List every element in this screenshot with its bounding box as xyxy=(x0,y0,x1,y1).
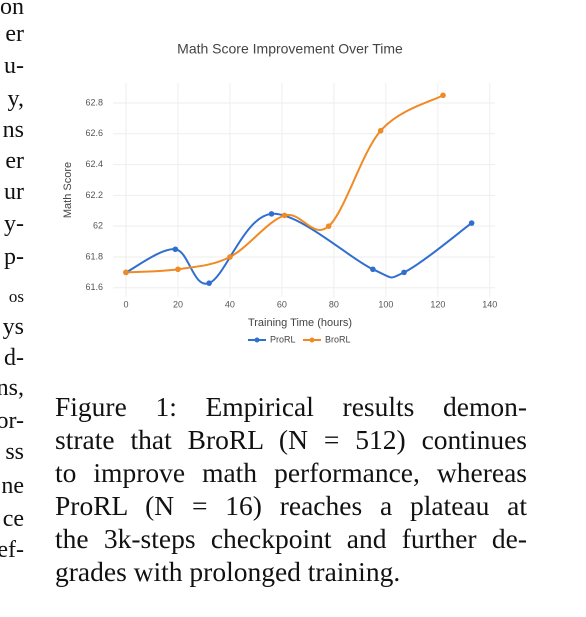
x-tick-label: 40 xyxy=(225,299,235,309)
text-fragment: ur xyxy=(4,179,24,205)
text-fragment: p- xyxy=(4,244,24,270)
caption-line: Figure 1: Empirical results demon- xyxy=(55,391,527,422)
caption-line: strate that BroRL (N = 512) continues xyxy=(55,424,527,455)
text-fragment: er xyxy=(5,21,24,47)
x-tick-label: 80 xyxy=(329,299,339,309)
caption-line: to improve math performance, whereas xyxy=(55,457,527,488)
point xyxy=(401,269,407,276)
x-tick-label: 0 xyxy=(123,299,128,309)
text-fragment: ss xyxy=(5,439,24,465)
text-fragment: or- xyxy=(0,408,24,434)
x-tick-label: 120 xyxy=(430,299,445,309)
y-tick-label: 62.6 xyxy=(85,128,103,138)
text-fragment: d- xyxy=(4,345,24,371)
point xyxy=(227,254,233,260)
grid xyxy=(113,83,495,297)
legend-item: BroRL xyxy=(303,334,351,344)
point xyxy=(123,269,129,276)
legend-label: BroRL xyxy=(325,334,351,344)
point xyxy=(370,266,376,273)
text-fragment: ns xyxy=(2,117,24,143)
x-tick-label: 140 xyxy=(482,299,497,309)
point xyxy=(175,266,181,273)
text-fragment: ce xyxy=(2,506,24,532)
text-fragment: ns, xyxy=(0,375,24,401)
point xyxy=(468,220,475,226)
y-tick-label: 62.2 xyxy=(85,190,103,200)
caption-line: grades with prolonged training. xyxy=(55,556,401,587)
legend-swatch-marker xyxy=(254,337,260,343)
caption-line: the 3k-steps checkpoint and further de- xyxy=(55,523,527,554)
y-tick-label: 62.4 xyxy=(85,159,103,169)
point xyxy=(172,246,179,253)
chart-title: Math Score Improvement Over Time xyxy=(177,41,403,57)
x-axis-label: Training Time (hours) xyxy=(248,317,352,329)
text-fragment: ef- xyxy=(0,537,24,563)
y-tick-label: 62.8 xyxy=(85,97,103,107)
text-fragment: er xyxy=(5,148,24,174)
x-tick-label: 60 xyxy=(277,299,287,309)
chart: Math Score Improvement Over Time Trainin… xyxy=(62,41,497,345)
y-tick-label: 61.6 xyxy=(85,282,103,292)
point xyxy=(268,211,275,217)
line xyxy=(125,94,444,274)
legend-swatch-marker xyxy=(309,337,315,343)
point xyxy=(281,212,288,219)
point xyxy=(325,223,332,229)
figure-caption: Figure 1: Empirical results demon-strate… xyxy=(55,390,527,588)
legend-item: ProRL xyxy=(248,334,296,344)
point xyxy=(206,280,212,286)
text-fragment: u- xyxy=(4,53,24,79)
text-fragment: y- xyxy=(4,211,24,237)
x-tick-label: 20 xyxy=(173,299,183,309)
text-fragment: y, xyxy=(7,86,24,112)
text-fragment: ne xyxy=(1,473,24,499)
y-tick-label: 62 xyxy=(93,221,103,231)
caption-line: ProRL (N = 16) reaches a plateau at xyxy=(55,490,527,521)
text-fragment: ys xyxy=(2,314,24,340)
y-axis-label: Math Score xyxy=(62,162,74,218)
x-tick-label: 100 xyxy=(378,299,393,309)
text-fragment: on xyxy=(0,0,24,20)
point xyxy=(440,92,446,99)
text-fragment: os xyxy=(8,287,24,306)
point xyxy=(377,127,384,134)
y-tick-label: 61.8 xyxy=(85,251,103,261)
legend-label: ProRL xyxy=(270,334,296,344)
